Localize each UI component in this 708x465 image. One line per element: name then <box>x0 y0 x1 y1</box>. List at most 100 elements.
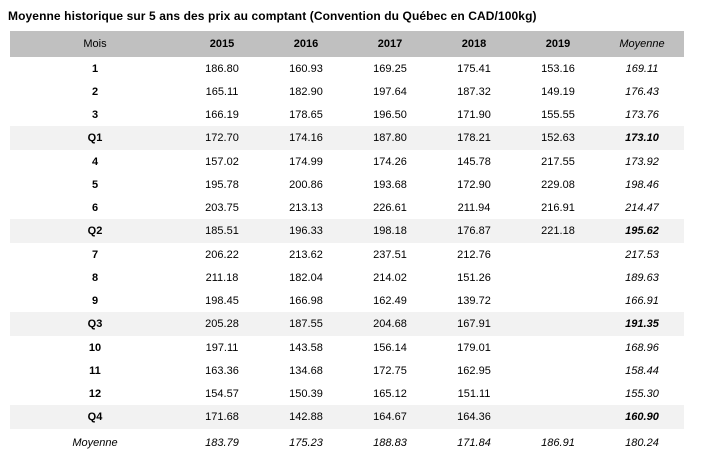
value-cell: 134.68 <box>289 364 323 377</box>
value-cell: 154.57 <box>205 387 239 400</box>
price-table: Mois 2015 2016 2017 2018 2019 Moyenne 1 186.80 16… <box>10 31 684 457</box>
value-cell: 193.68 <box>373 178 407 191</box>
value-cell: 172.70 <box>205 132 239 144</box>
value-cell: 182.04 <box>289 271 323 284</box>
value-cell: 149.19 <box>541 85 575 98</box>
value-cell: 229.08 <box>541 178 575 191</box>
value-cell: 157.02 <box>205 155 239 168</box>
header-cell-2017: 2017 <box>377 38 403 50</box>
row-label: Q2 <box>87 225 103 237</box>
table-row-1: 1 186.80 160.93 169.25 175.41 153.16 169.11 <box>10 57 684 80</box>
value-cell: 156.14 <box>373 341 407 354</box>
value-cell: 151.11 <box>457 387 491 400</box>
value-cell: 197.64 <box>373 85 407 98</box>
row-label: 10 <box>88 341 102 354</box>
value-cell: 178.21 <box>457 132 491 144</box>
value-cell: 151.26 <box>457 271 491 284</box>
value-cell: 171.68 <box>205 411 239 423</box>
value-cell: 163.36 <box>205 364 239 377</box>
value-cell: 186.91 <box>541 437 575 449</box>
value-cell: 153.16 <box>541 62 575 75</box>
row-label: Q4 <box>87 411 103 423</box>
table-row-6: 6 203.75 213.13 226.61 211.94 216.91 214.47 <box>10 196 684 219</box>
value-cell: 214.02 <box>373 271 407 284</box>
value-cell: 237.51 <box>373 248 407 261</box>
value-cell: 206.22 <box>205 248 239 261</box>
value-cell: 166.98 <box>289 294 323 307</box>
value-cell: 171.90 <box>457 108 491 121</box>
value-cell: 179.01 <box>457 341 491 354</box>
table-row-4: 4 157.02 174.99 174.26 145.78 217.55 173.92 <box>10 150 684 173</box>
value-cell: 197.11 <box>205 341 239 354</box>
value-cell: 195.62 <box>625 225 659 237</box>
value-cell: 172.90 <box>457 178 491 191</box>
value-cell: 198.45 <box>205 294 239 307</box>
value-cell: 195.78 <box>205 178 239 191</box>
table-row-9: 9 198.45 166.98 162.49 139.72 166.91 <box>10 289 684 312</box>
value-cell: 166.91 <box>625 294 659 307</box>
table-row-3: 3 166.19 178.65 196.50 171.90 155.55 173.76 <box>10 103 684 126</box>
value-cell: 183.79 <box>205 437 239 449</box>
value-cell: 155.55 <box>541 108 575 121</box>
value-cell: 173.76 <box>625 108 659 121</box>
value-cell: 174.99 <box>289 155 323 168</box>
value-cell: 189.63 <box>625 271 659 284</box>
value-cell: 198.18 <box>373 225 407 237</box>
value-cell: 205.28 <box>205 318 239 330</box>
value-cell: 213.62 <box>289 248 323 261</box>
value-cell: 164.36 <box>457 411 491 423</box>
value-cell: 169.25 <box>373 62 407 75</box>
table-row-q3: Q3 205.28 187.55 204.68 167.91 191.35 <box>10 312 684 336</box>
value-cell: 175.23 <box>289 437 323 449</box>
value-cell: 187.55 <box>289 318 323 330</box>
row-label: 11 <box>89 364 101 377</box>
row-label: 8 <box>91 271 99 284</box>
row-label: 5 <box>91 178 99 191</box>
value-cell: 160.90 <box>625 411 659 423</box>
value-cell: 169.11 <box>625 62 659 75</box>
value-cell: 166.19 <box>205 108 239 121</box>
value-cell: 176.43 <box>625 85 659 98</box>
value-cell: 172.75 <box>373 364 407 377</box>
header-cell-mois: Mois <box>83 38 107 50</box>
value-cell: 142.88 <box>289 411 323 423</box>
value-cell: 204.68 <box>373 318 407 330</box>
value-cell: 176.87 <box>457 225 491 237</box>
table-row-7: 7 206.22 213.62 237.51 212.76 217.53 <box>10 243 684 266</box>
value-cell: 150.39 <box>289 387 323 400</box>
value-cell: 174.16 <box>289 132 323 144</box>
row-label: 7 <box>91 248 99 261</box>
table-row-10: 10 197.11 143.58 156.14 179.01 168.96 <box>10 336 684 359</box>
row-label: 1 <box>91 62 99 75</box>
value-cell: 180.24 <box>625 437 659 449</box>
table-row-11: 11 163.36 134.68 172.75 162.95 158.44 <box>10 359 684 382</box>
row-label: Q3 <box>87 318 103 330</box>
value-cell: 217.55 <box>541 155 575 168</box>
value-cell: 187.80 <box>373 132 407 144</box>
value-cell: 185.51 <box>205 225 239 237</box>
value-cell: 155.30 <box>625 387 659 400</box>
value-cell: 152.63 <box>541 132 575 144</box>
row-label: Moyenne <box>72 437 118 449</box>
value-cell: 186.80 <box>205 62 239 75</box>
value-cell: 182.90 <box>289 85 323 98</box>
header-cell-2019: 2019 <box>545 38 571 50</box>
value-cell: 164.67 <box>373 411 407 423</box>
table-row-2: 2 165.11 182.90 197.64 187.32 149.19 176.43 <box>10 80 684 103</box>
value-cell: 143.58 <box>289 341 323 354</box>
row-label: 9 <box>91 294 99 307</box>
value-cell: 173.92 <box>625 155 659 168</box>
value-cell: 162.95 <box>457 364 491 377</box>
value-cell: 167.91 <box>457 318 491 330</box>
value-cell: 200.86 <box>289 178 323 191</box>
header-cell-moyenne: Moyenne <box>619 38 665 50</box>
table-row-q1: Q1 172.70 174.16 187.80 178.21 152.63 173.10 <box>10 126 684 150</box>
row-label: Q1 <box>87 132 103 144</box>
value-cell: 196.50 <box>373 108 407 121</box>
value-cell: 175.41 <box>457 62 491 75</box>
row-label: 4 <box>91 155 99 168</box>
value-cell: 171.84 <box>457 437 491 449</box>
value-cell: 203.75 <box>205 201 239 214</box>
value-cell: 188.83 <box>373 437 407 449</box>
